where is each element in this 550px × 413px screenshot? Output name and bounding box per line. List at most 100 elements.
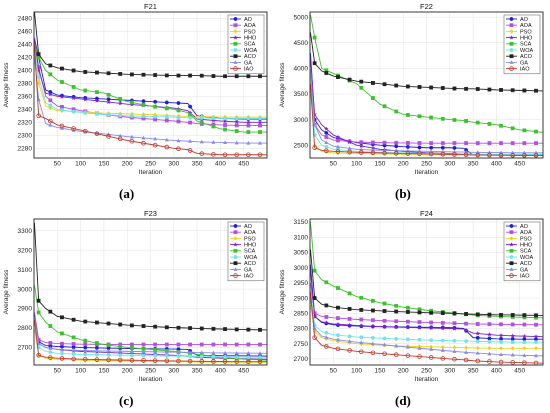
legend-entry-ga: GA <box>506 267 528 273</box>
marker-ga <box>370 341 375 346</box>
marker-sca <box>394 303 399 308</box>
marker-woa <box>176 115 181 120</box>
chart-title: F23 <box>144 209 157 218</box>
y-tick-label: 2360 <box>18 94 33 101</box>
y-tick-label: 2300 <box>18 132 33 139</box>
marker-aoa <box>499 322 503 327</box>
marker-ga <box>94 348 99 353</box>
legend-label: ACO <box>520 54 533 60</box>
marker-ga <box>71 128 76 132</box>
marker-iao <box>211 359 216 364</box>
marker-aco <box>153 324 158 329</box>
marker-ao <box>487 336 492 341</box>
marker-pso <box>452 345 457 350</box>
marker-ao <box>394 144 399 149</box>
legend-label: IAO <box>520 274 530 280</box>
marker-aco <box>534 313 538 318</box>
y-tick-label: 2460 <box>18 29 33 36</box>
marker-hho <box>335 134 341 139</box>
x-tick-label: 100 <box>75 161 86 168</box>
legend-marker-pso <box>233 236 238 241</box>
marker-iao <box>533 153 539 158</box>
marker-sca <box>71 85 76 89</box>
marker-hho <box>463 327 469 333</box>
legend-entry-iao: IAO <box>506 273 530 280</box>
marker-aco <box>83 319 88 324</box>
x-tick-label: 300 <box>168 368 179 375</box>
y-axis-label: Average fitness <box>279 269 286 314</box>
y-tick-label: 3000 <box>294 117 309 124</box>
y-axis-label: Average fitness <box>279 62 286 107</box>
marker-aco <box>234 74 239 79</box>
legend-label: HHO <box>520 243 533 249</box>
y-tick-label: 3000 <box>18 286 33 293</box>
marker-aoa <box>223 342 227 347</box>
legend-marker-aoa <box>509 23 514 28</box>
marker-hho <box>347 139 352 145</box>
marker-aoa <box>359 140 364 145</box>
marker-hho <box>312 112 317 117</box>
marker-hho <box>117 100 123 106</box>
marker-iao <box>487 359 492 364</box>
legend-entry-woa: WOA <box>506 48 533 54</box>
marker-sca <box>129 100 134 105</box>
x-axis-label: Iteration <box>415 169 439 176</box>
y-tick-label: 2400 <box>18 68 33 75</box>
marker-iao <box>187 358 193 364</box>
marker-aoa <box>464 141 469 146</box>
marker-aco <box>464 86 469 91</box>
legend-marker-hho <box>233 35 238 40</box>
marker-aco <box>312 296 317 300</box>
marker-iao <box>347 348 352 353</box>
marker-ga <box>199 139 204 144</box>
marker-ao <box>176 101 181 106</box>
x-tick-label: 400 <box>491 368 502 375</box>
marker-aoa <box>429 141 434 146</box>
y-tick-label: 2700 <box>294 356 309 363</box>
marker-ga <box>429 347 434 351</box>
chart-f23: 50 100 150 200 250 300 350 400 450 2700 2800 2900 30… <box>3 209 268 383</box>
marker-aco <box>475 312 480 317</box>
x-tick-label: 300 <box>168 161 179 168</box>
marker-sca <box>475 120 480 125</box>
legend-label: AO <box>244 17 253 23</box>
marker-sca <box>60 331 64 336</box>
x-tick-label: 250 <box>421 161 432 168</box>
marker-iao <box>176 146 181 151</box>
series-line-iao <box>34 44 267 156</box>
marker-aco <box>359 307 364 312</box>
series-group <box>310 14 543 158</box>
marker-ga <box>118 133 123 138</box>
marker-sca <box>382 104 387 109</box>
marker-aoa <box>246 123 251 128</box>
marker-aoa <box>394 319 399 324</box>
legend-entry-woa: WOA <box>506 255 533 261</box>
marker-sca <box>324 280 329 285</box>
series-line-ga <box>310 68 543 154</box>
series-line-aco <box>34 222 267 331</box>
legend-label: PSO <box>520 29 532 35</box>
y-tick-label: 2950 <box>294 280 309 287</box>
chart-f24: 50 100 150 200 250 300 350 400 450 2700 2750 2800 28… <box>279 209 544 383</box>
marker-woa <box>464 339 469 343</box>
marker-sca <box>405 305 410 310</box>
y-tick-label: 3050 <box>294 250 309 257</box>
y-tick-label: 3000 <box>294 265 309 272</box>
marker-woa <box>153 114 158 119</box>
marker-pso <box>499 346 504 351</box>
marker-iao <box>246 152 251 158</box>
legend-entry-pso: PSO <box>506 29 532 35</box>
marker-ga <box>394 343 399 348</box>
legend-label: SCA <box>520 42 532 48</box>
marker-aco <box>36 298 41 303</box>
marker-ga <box>510 352 515 357</box>
legend-marker-woa <box>509 255 514 259</box>
marker-aoa <box>417 141 422 145</box>
marker-aoa <box>359 317 364 322</box>
marker-woa <box>36 74 41 79</box>
legend-entry-aco: ACO <box>506 54 533 60</box>
marker-ga <box>223 350 228 355</box>
marker-woa <box>118 113 123 118</box>
x-tick-label: 400 <box>215 368 226 375</box>
marker-aoa <box>464 321 469 326</box>
